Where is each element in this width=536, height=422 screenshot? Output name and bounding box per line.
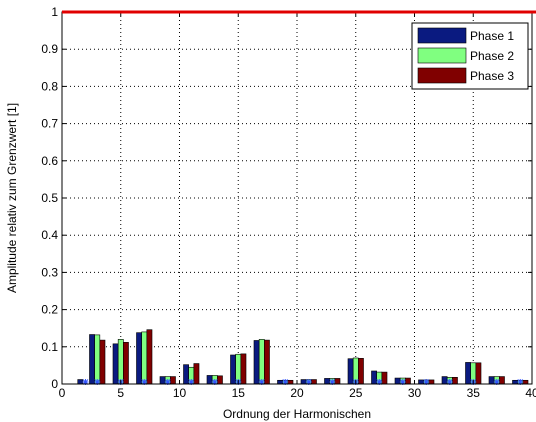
bar-phase-2 xyxy=(94,334,101,385)
y-tick-label: 0.9 xyxy=(41,42,58,56)
x-tick-label: 0 xyxy=(59,386,66,400)
harmonic-marker xyxy=(258,379,265,385)
legend-swatch xyxy=(417,47,467,64)
x-tick-label: 35 xyxy=(467,386,481,400)
bar-phase-1 xyxy=(394,377,401,385)
x-tick-label: 10 xyxy=(173,386,187,400)
bar-phase-1 xyxy=(77,379,84,385)
bar-phase-1 xyxy=(347,358,354,385)
y-tick-label: 0.5 xyxy=(41,191,58,205)
bar-phase-1 xyxy=(277,379,283,385)
bar-phase-1 xyxy=(465,362,471,385)
bar-phase-3 xyxy=(381,371,388,385)
y-tick-label: 0.1 xyxy=(41,340,58,354)
bar-phase-3 xyxy=(217,375,223,385)
harmonic-marker xyxy=(423,379,430,385)
bar-phase-1 xyxy=(89,334,95,385)
bar-phase-1 xyxy=(488,376,495,385)
bar-phase-1 xyxy=(206,375,213,385)
harmonic-marker xyxy=(329,379,336,385)
legend-label: Phase 1 xyxy=(470,29,514,43)
y-tick-label: 0.6 xyxy=(41,154,58,168)
harmonic-marker xyxy=(94,379,101,385)
harmonic-marker xyxy=(188,379,195,385)
bar-phase-3 xyxy=(123,342,129,385)
bar-phase-3 xyxy=(146,329,153,385)
legend-label: Phase 2 xyxy=(470,49,514,63)
bar-phase-3 xyxy=(264,339,270,385)
harmonic-marker xyxy=(493,379,500,385)
bar-phase-3 xyxy=(428,379,435,385)
x-axis-ticks: 0 5 10 15 20 25 30 35 40 xyxy=(59,12,536,400)
y-axis-label: Amplitude relativ zum Grenzwert [1] xyxy=(5,103,19,293)
bar-phase-1 xyxy=(112,343,119,385)
bar-phase-3 xyxy=(99,339,106,385)
y-tick-label: 0.4 xyxy=(41,228,58,242)
bar-phase-1 xyxy=(136,332,142,385)
harmonic-marker xyxy=(305,379,312,385)
harmonic-marker xyxy=(141,379,148,385)
legend-swatch xyxy=(417,27,467,44)
bar-phase-3 xyxy=(240,353,247,385)
x-tick-label: 15 xyxy=(232,386,246,400)
bar-phase-1 xyxy=(159,376,166,385)
bar-phase-1 xyxy=(441,376,448,385)
bar-phase-3 xyxy=(475,362,482,385)
y-axis-ticks: 0 0.1 0.2 0.3 0.4 0.5 0.6 0.7 0.8 0.9 1 xyxy=(41,5,532,391)
x-tick-label: 30 xyxy=(408,386,422,400)
bar-phase-3 xyxy=(170,376,176,385)
y-tick-label: 0 xyxy=(51,377,58,391)
bar-phase-2 xyxy=(117,339,124,385)
bar-phase-2 xyxy=(141,331,148,385)
bar-phase-2 xyxy=(258,339,265,385)
y-tick-label: 0.2 xyxy=(41,303,58,317)
y-tick-label: 0.3 xyxy=(41,265,58,279)
bar-phase-3 xyxy=(334,378,341,385)
bar-phase-3 xyxy=(287,379,294,385)
harmonic-marker xyxy=(376,379,383,385)
legend-label: Phase 3 xyxy=(470,69,514,83)
legend-swatch xyxy=(417,67,467,84)
bar-phase-3 xyxy=(499,376,505,385)
harmonic-marker xyxy=(446,379,453,385)
bar-phase-1 xyxy=(324,378,330,385)
harmonic-marker xyxy=(164,379,171,385)
bar-phase-1 xyxy=(300,379,307,385)
harmonic-marker xyxy=(517,379,524,385)
x-axis-label: Ordnung der Harmonischen xyxy=(223,407,371,421)
bar-phase-1 xyxy=(230,354,236,385)
harmonic-marker xyxy=(211,379,218,385)
harmonic-marker xyxy=(282,379,289,385)
x-tick-label: 20 xyxy=(290,386,304,400)
bar-phase-3 xyxy=(522,379,529,385)
bar-phase-1 xyxy=(371,370,377,385)
harmonic-marker xyxy=(82,379,89,385)
bar-phase-1 xyxy=(418,379,424,385)
x-tick-label: 40 xyxy=(525,386,536,400)
harmonic-marker xyxy=(399,379,406,385)
y-tick-label: 0.8 xyxy=(41,79,58,93)
bar-phase-3 xyxy=(358,358,364,385)
y-tick-label: 0.7 xyxy=(41,117,58,131)
x-tick-label: 25 xyxy=(349,386,363,400)
bar-phase-3 xyxy=(452,377,458,385)
bar-phase-1 xyxy=(183,364,189,385)
y-tick-label: 1 xyxy=(51,5,58,19)
legend: Phase 1 Phase 2 Phase 3 xyxy=(411,22,529,90)
bar-phase-3 xyxy=(311,379,317,385)
bar-phase-3 xyxy=(405,377,411,385)
bar-phase-3 xyxy=(193,363,200,385)
bar-phase-1 xyxy=(253,340,260,385)
x-tick-label: 5 xyxy=(117,386,124,400)
bar-phase-1 xyxy=(512,379,518,385)
